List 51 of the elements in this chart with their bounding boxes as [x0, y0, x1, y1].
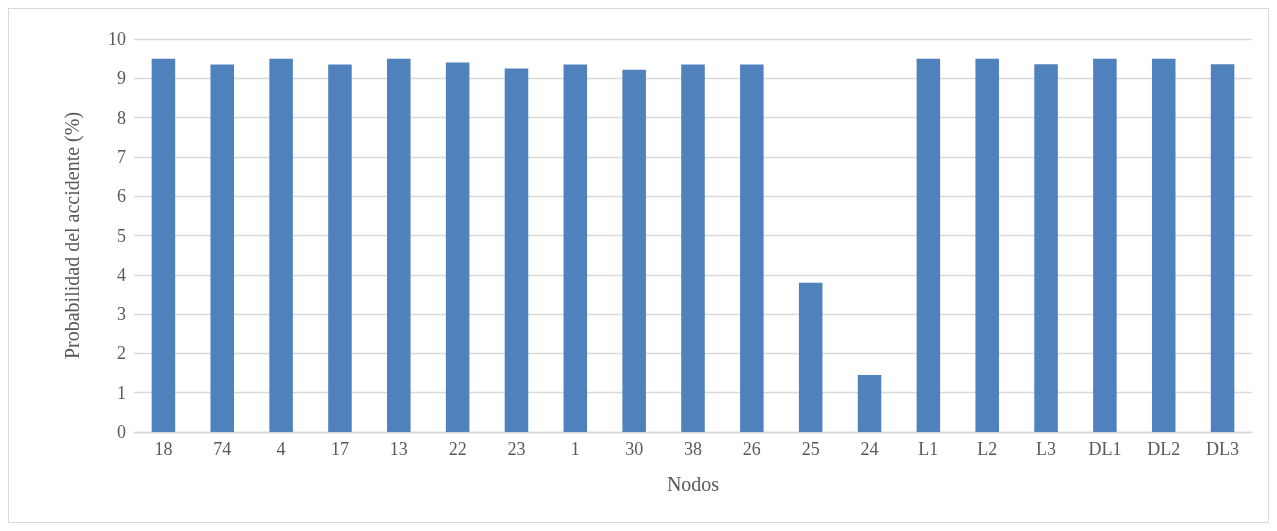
x-tick-label: DL3 — [1206, 439, 1240, 459]
bar — [504, 68, 529, 432]
bar — [1210, 64, 1235, 432]
y-tick-label: 4 — [117, 264, 126, 285]
x-tick-label: L1 — [918, 439, 939, 459]
bar — [563, 64, 588, 432]
bar — [1093, 58, 1117, 432]
x-tick-label: L2 — [977, 439, 998, 459]
x-tick-label: 30 — [625, 439, 644, 459]
y-tick-label: 7 — [117, 146, 126, 167]
bar — [210, 64, 235, 432]
y-tick-label: 9 — [117, 68, 126, 89]
bar — [740, 64, 764, 432]
bar — [857, 375, 882, 432]
x-tick-label: 17 — [330, 439, 349, 459]
x-tick-label: 4 — [276, 439, 286, 459]
x-tick-label: 23 — [507, 439, 526, 459]
x-tick-label: 38 — [684, 439, 702, 459]
x-axis-title: Nodos — [666, 473, 720, 495]
y-tick-label: 8 — [117, 107, 126, 128]
bar — [1151, 58, 1176, 432]
x-tick-label: 25 — [801, 439, 820, 459]
x-tick-label: 13 — [389, 439, 408, 459]
y-axis-title: Probabilidad del accidente (%) — [61, 111, 84, 360]
x-tick-label: 26 — [742, 439, 761, 459]
x-tick-label: DL2 — [1147, 439, 1181, 459]
x-tick-label: L3 — [1036, 439, 1057, 459]
bar — [916, 58, 941, 432]
y-tick-label: 2 — [117, 343, 126, 364]
y-tick-label: 5 — [117, 225, 126, 246]
bar — [798, 282, 823, 432]
x-tick-label: 18 — [154, 439, 173, 459]
y-tick-label: 6 — [117, 186, 126, 207]
x-tick-label: 74 — [213, 439, 232, 459]
y-tick-label: 10 — [108, 29, 126, 49]
bar — [622, 69, 646, 432]
bar — [151, 58, 176, 432]
y-tick-label: 3 — [117, 304, 126, 325]
bar — [269, 58, 293, 432]
x-tick-label: DL1 — [1088, 439, 1122, 459]
bar — [445, 62, 470, 432]
y-tick-label: 1 — [117, 382, 126, 403]
x-tick-label: 1 — [570, 439, 580, 459]
bar — [328, 64, 352, 432]
bar — [975, 58, 999, 432]
bar — [681, 64, 705, 432]
bar — [1034, 64, 1058, 432]
bar — [387, 58, 411, 432]
x-tick-label: 24 — [860, 439, 879, 459]
x-tick-label: 22 — [448, 439, 467, 459]
y-tick-label: 0 — [117, 422, 126, 442]
